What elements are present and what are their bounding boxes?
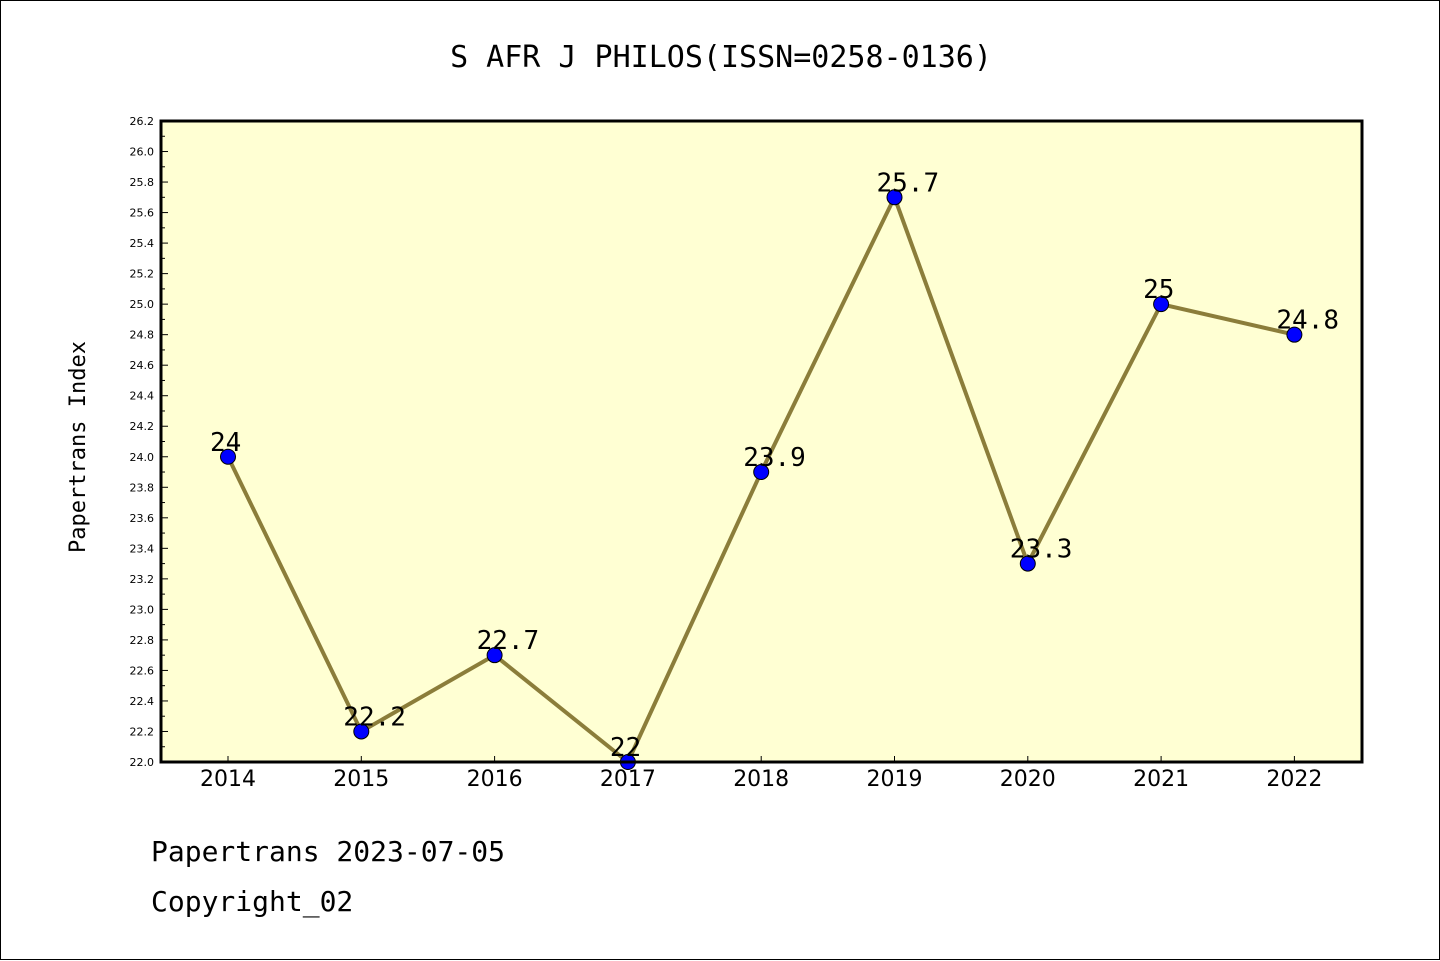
data-point-marker (753, 464, 770, 481)
y-tick-label: 24.4 (130, 390, 155, 403)
footer-date: Papertrans 2023-07-05 (151, 835, 506, 868)
data-point-marker (886, 189, 903, 206)
data-label: 23.9 (743, 443, 806, 473)
x-tick-label: 2017 (600, 767, 656, 792)
data-point-marker (1153, 296, 1170, 313)
y-tick-label: 25.6 (130, 207, 155, 220)
y-tick-label: 22.8 (130, 634, 155, 647)
y-tick-label: 25.2 (130, 268, 155, 281)
data-point-marker (1019, 555, 1036, 572)
y-tick-label: 23.0 (130, 603, 155, 616)
x-tick-label: 2020 (1000, 767, 1056, 792)
y-tick-label: 25.8 (130, 176, 155, 189)
y-tick-label: 24.8 (130, 329, 155, 342)
data-label: 23.3 (1010, 535, 1073, 565)
x-tick-label: 2018 (733, 767, 789, 792)
data-point-marker (220, 448, 236, 465)
plot-border (159, 119, 1364, 764)
data-label: 25 (1143, 275, 1174, 305)
y-tick-label: 24.2 (130, 420, 155, 433)
y-axis-label: Papertrans Index (66, 341, 91, 553)
data-point-marker (1286, 326, 1303, 343)
y-tick-label: 26.0 (130, 146, 155, 159)
footer-copyright: Copyright_02 (151, 885, 354, 918)
x-tick-label: 2022 (1266, 767, 1322, 792)
data-label: 22.7 (477, 626, 540, 656)
plot-area (161, 121, 1362, 762)
x-tick-label: 2016 (467, 767, 523, 792)
x-tick-label: 2019 (867, 767, 923, 792)
y-tick-label: 23.8 (130, 481, 155, 494)
chart-title: S AFR J PHILOS(ISSN=0258-0136) (450, 40, 992, 75)
data-label: 22 (610, 733, 641, 763)
y-tick-label: 22.4 (130, 695, 155, 708)
data-point-marker (353, 723, 370, 740)
y-tick-label: 25.4 (130, 237, 155, 250)
y-tick-label: 24.6 (130, 359, 155, 372)
y-tick-label: 26.2 (130, 115, 155, 128)
y-tick-label: 22.6 (130, 664, 155, 677)
y-tick-label: 25.0 (130, 298, 155, 311)
y-tick-label: 23.2 (130, 573, 155, 586)
y-tick-label: 24.0 (130, 451, 155, 464)
y-tick-label: 22.0 (130, 756, 155, 769)
x-tick-label: 2021 (1133, 767, 1189, 792)
data-label: 24 (210, 428, 241, 458)
y-tick-label: 23.6 (130, 512, 155, 525)
data-point-marker (486, 647, 503, 664)
data-label: 25.7 (877, 168, 940, 198)
x-tick-label: 2015 (333, 767, 389, 792)
x-tick-label: 2014 (200, 767, 256, 792)
data-label: 22.2 (343, 702, 406, 732)
data-label: 24.8 (1276, 306, 1339, 336)
y-tick-label: 23.4 (130, 542, 155, 555)
y-tick-label: 22.2 (130, 725, 155, 738)
